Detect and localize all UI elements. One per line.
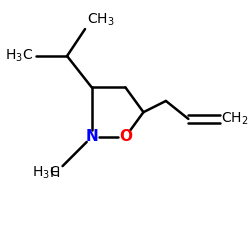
Text: $\mathregular{H_3C}$: $\mathregular{H_3C}$: [5, 48, 33, 64]
Text: N: N: [86, 130, 98, 144]
Text: H: H: [50, 166, 60, 180]
Text: O: O: [119, 130, 132, 144]
Text: $\mathregular{CH_2}$: $\mathregular{CH_2}$: [221, 111, 248, 127]
Text: $\mathregular{CH_3}$: $\mathregular{CH_3}$: [87, 12, 115, 28]
Text: $\mathregular{H_3C}$: $\mathregular{H_3C}$: [32, 165, 60, 181]
